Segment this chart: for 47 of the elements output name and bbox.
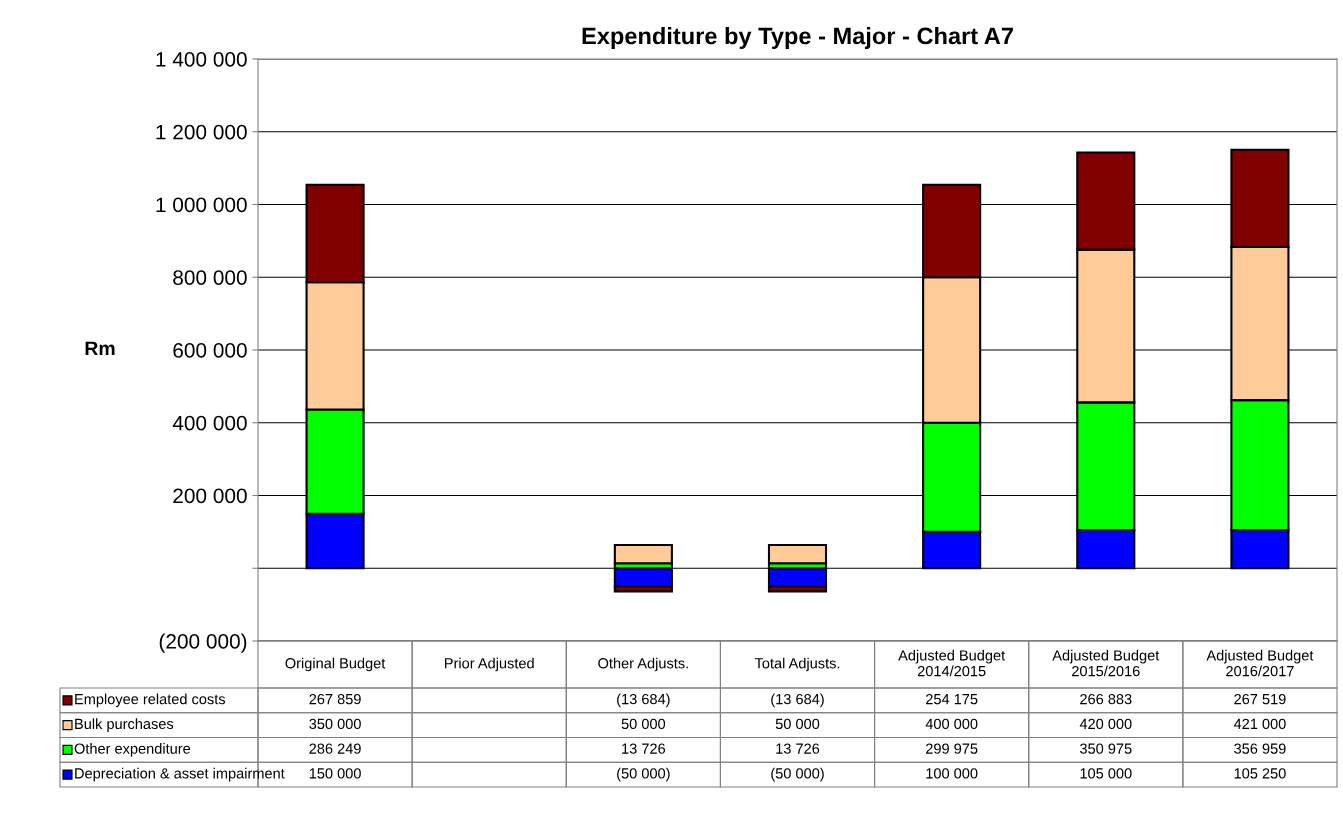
legend-label: Employee related costs	[75, 693, 226, 708]
data-label: (50 000)	[771, 767, 824, 782]
data-label: 266 883	[1080, 693, 1132, 705]
x-tick-label: Adjusted Budget 2016/2017	[1206, 649, 1314, 677]
legend-label: Other expenditure	[74, 743, 191, 757]
data-label: 400 000	[925, 718, 978, 730]
data-label: 267 859	[309, 693, 361, 705]
data-label: 13 726	[776, 743, 820, 754]
data-label: (13 684)	[617, 693, 670, 708]
x-tick-label: Other Adjusts.	[598, 657, 688, 672]
data-label: (50 000)	[617, 767, 670, 782]
data-label: 286 249	[309, 743, 361, 754]
y-tick-label: 800 000	[173, 270, 247, 285]
x-tick-label: Adjusted Budget 2015/2016	[1052, 649, 1160, 677]
y-tick-label: 1 000 000	[156, 197, 247, 213]
data-label: 299 975	[926, 743, 978, 754]
data-label: 421 000	[1233, 718, 1286, 730]
data-label: 13 726	[622, 743, 666, 754]
data-label: 105 000	[1080, 768, 1132, 779]
x-tick-label: Total Adjusts.	[754, 657, 840, 672]
data-label: 350 975	[1079, 743, 1132, 754]
data-label: 150 000	[309, 768, 361, 779]
x-tick-label: Prior Adjusted	[445, 657, 534, 672]
data-label: 50 000	[621, 718, 666, 730]
data-label: 50 000	[775, 718, 820, 730]
data-label: 105 250	[1234, 768, 1286, 779]
legend-label: Bulk purchases	[75, 718, 174, 732]
x-tick-label: Original Budget	[285, 657, 386, 672]
data-label: 420 000	[1079, 718, 1132, 730]
y-tick-label: (200 000)	[159, 633, 247, 653]
data-label: 100 000	[926, 768, 978, 779]
bar	[613, 544, 673, 565]
y-tick-label: 600 000	[173, 343, 247, 358]
data-label: (13 684)	[771, 693, 824, 708]
data-label: 267 519	[1234, 693, 1286, 705]
chart-title: Expenditure by Type - Major - Chart A7	[582, 27, 1013, 50]
y-tick-label: 1 400 000	[156, 52, 247, 67]
x-tick-label: Adjusted Budget 2014/2015	[898, 649, 1006, 677]
data-label: 254 175	[926, 693, 978, 705]
y-tick-label: 200 000	[173, 488, 247, 504]
y-tick-label: 1 200 000	[156, 124, 247, 140]
data-label: 356 959	[1234, 743, 1286, 754]
data-label: 350 000	[309, 718, 361, 730]
y-tick-label: 400 000	[172, 415, 247, 431]
y-axis-title: Rm	[85, 341, 115, 356]
bar	[767, 544, 828, 565]
legend-label: Depreciation & asset impairment	[75, 767, 285, 782]
